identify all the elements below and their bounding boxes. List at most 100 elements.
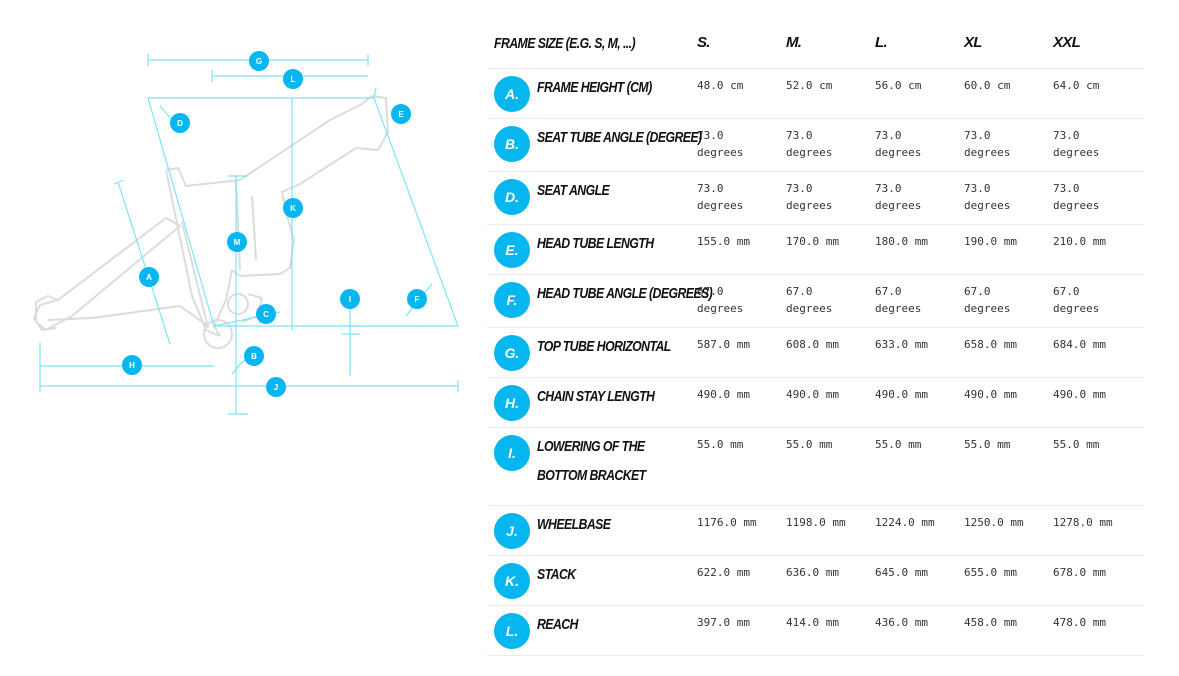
value-cell: 52.0 cm (786, 79, 833, 92)
row-badge: I. (494, 435, 530, 471)
table-row: B. SEAT TUBE ANGLE (DEGREE) 73.0 degrees … (487, 119, 1144, 172)
value-cell: 645.0 mm (875, 566, 928, 579)
table-row: A. FRAME HEIGHT (CM) 48.0 cm 52.0 cm 56.0… (487, 69, 1144, 119)
value-cell: 636.0 mm (786, 566, 839, 579)
value-cell: 490.0 mm (697, 388, 750, 401)
marker-letters: G L D E K M A I F C B H J (129, 57, 419, 392)
value-cell: 73.0 degrees (697, 129, 744, 159)
marker-h: H (129, 361, 135, 370)
value-cell: 64.0 cm (1053, 79, 1100, 92)
value-cell: 170.0 mm (786, 235, 839, 248)
value-cell: 210.0 mm (1053, 235, 1106, 248)
table-row: G. TOP TUBE HORIZONTAL 587.0 mm 608.0 mm … (487, 328, 1144, 378)
row-badge: F. (494, 282, 530, 318)
value-cell: 180.0 mm (875, 235, 928, 248)
value-cell: 67.0 degrees (697, 285, 744, 315)
value-cell: 655.0 mm (964, 566, 1017, 579)
value-cell: 490.0 mm (1053, 388, 1106, 401)
value-cell: 190.0 mm (964, 235, 1017, 248)
marker-g: G (256, 57, 262, 66)
geometry-table: FRAME SIZE (E.G. S, M, ...) S. M. L. XL … (487, 18, 1144, 656)
value-cell: 490.0 mm (786, 388, 839, 401)
table-row: K. STACK 622.0 mm 636.0 mm 645.0 mm 655.0… (487, 556, 1144, 606)
value-cell: 658.0 mm (964, 338, 1017, 351)
table-row: F. HEAD TUBE ANGLE (DEGREES) 67.0 degrees… (487, 275, 1144, 328)
table-row: J. WHEELBASE 1176.0 mm 1198.0 mm 1224.0 m… (487, 506, 1144, 556)
marker-k: K (290, 204, 296, 213)
value-cell: 436.0 mm (875, 616, 928, 629)
table-header-row: FRAME SIZE (E.G. S, M, ...) S. M. L. XL … (487, 18, 1144, 69)
row-badge: D. (494, 179, 530, 215)
bike-geometry-diagram: G L D E K M A I F C B H J (33, 51, 459, 415)
value-cell: 55.0 mm (697, 438, 744, 451)
marker-f: F (415, 295, 420, 304)
marker-j: J (274, 383, 278, 392)
marker-c: C (263, 310, 269, 319)
row-badge: L. (494, 613, 530, 649)
marker-d: D (177, 119, 183, 128)
value-cell: 73.0 degrees (875, 129, 922, 159)
table-row: I. LOWERING OF THE BOTTOM BRACKET 55.0 mm… (487, 428, 1144, 506)
size-header-l: L. (875, 34, 888, 51)
value-cell: 67.0 degrees (1053, 285, 1100, 315)
row-label: CHAIN STAY LENGTH (537, 388, 655, 405)
size-header-m: M. (786, 34, 802, 51)
row-label: STACK (537, 566, 576, 583)
value-cell: 73.0 degrees (786, 182, 833, 212)
value-cell: 678.0 mm (1053, 566, 1106, 579)
value-cell: 622.0 mm (697, 566, 750, 579)
marker-a: A (146, 273, 152, 282)
row-label: REACH (537, 616, 578, 633)
frame-size-header: FRAME SIZE (E.G. S, M, ...) (494, 34, 636, 52)
value-cell: 633.0 mm (875, 338, 928, 351)
row-badge: J. (494, 513, 530, 549)
bike-frame-outline (33, 95, 389, 349)
marker-l: L (291, 75, 296, 84)
size-header-xxl: XXL (1053, 34, 1081, 51)
row-label: FRAME HEIGHT (CM) (537, 79, 652, 96)
marker-badges (122, 51, 427, 397)
value-cell: 458.0 mm (964, 616, 1017, 629)
value-cell: 1176.0 mm (697, 516, 757, 529)
value-cell: 55.0 mm (786, 438, 833, 451)
row-label: HEAD TUBE LENGTH (537, 235, 654, 252)
row-badge: A. (494, 76, 530, 112)
row-label: WHEELBASE (537, 516, 611, 533)
table-row: D. SEAT ANGLE 73.0 degrees 73.0 degrees 7… (487, 172, 1144, 225)
row-badge: E. (494, 232, 530, 268)
value-cell: 48.0 cm (697, 79, 744, 92)
value-cell: 414.0 mm (786, 616, 839, 629)
value-cell: 56.0 cm (875, 79, 922, 92)
marker-i: I (349, 295, 351, 304)
value-cell: 155.0 mm (697, 235, 750, 248)
value-cell: 1278.0 mm (1053, 516, 1113, 529)
size-header-xl: XL (964, 34, 982, 51)
row-label: LOWERING OF THE BOTTOM BRACKET (537, 438, 646, 484)
marker-e: E (398, 110, 404, 119)
value-cell: 73.0 degrees (1053, 182, 1100, 212)
value-cell: 55.0 mm (1053, 438, 1100, 451)
value-cell: 73.0 degrees (786, 129, 833, 159)
size-header-s: S. (697, 34, 710, 51)
table-row: H. CHAIN STAY LENGTH 490.0 mm 490.0 mm 49… (487, 378, 1144, 428)
value-cell: 490.0 mm (964, 388, 1017, 401)
value-cell: 55.0 mm (875, 438, 922, 451)
row-badge: H. (494, 385, 530, 421)
value-cell: 684.0 mm (1053, 338, 1106, 351)
value-cell: 73.0 degrees (875, 182, 922, 212)
value-cell: 587.0 mm (697, 338, 750, 351)
table-row: E. HEAD TUBE LENGTH 155.0 mm 170.0 mm 180… (487, 225, 1144, 275)
value-cell: 397.0 mm (697, 616, 750, 629)
table-row: L. REACH 397.0 mm 414.0 mm 436.0 mm 458.0… (487, 606, 1144, 656)
row-label: TOP TUBE HORIZONTAL (537, 338, 671, 355)
value-cell: 608.0 mm (786, 338, 839, 351)
value-cell: 67.0 degrees (786, 285, 833, 315)
marker-b: B (251, 352, 257, 361)
row-badge: K. (494, 563, 530, 599)
value-cell: 73.0 degrees (1053, 129, 1100, 159)
value-cell: 490.0 mm (875, 388, 928, 401)
value-cell: 1250.0 mm (964, 516, 1024, 529)
value-cell: 478.0 mm (1053, 616, 1106, 629)
value-cell: 60.0 cm (964, 79, 1011, 92)
value-cell: 55.0 mm (964, 438, 1011, 451)
